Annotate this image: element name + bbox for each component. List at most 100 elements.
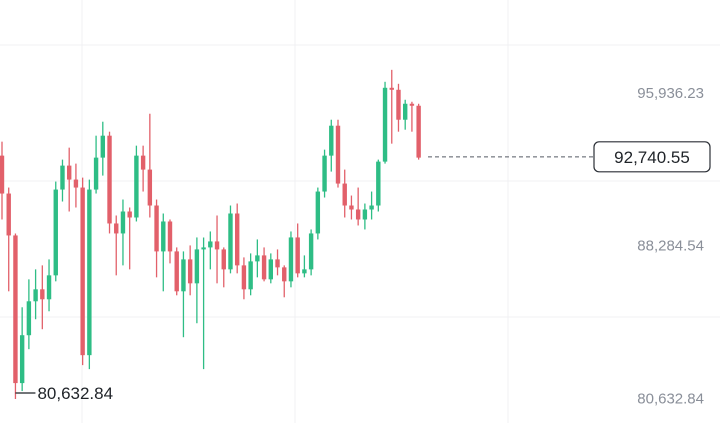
candle-body bbox=[302, 269, 307, 274]
candle-body bbox=[255, 255, 260, 262]
candle-body bbox=[288, 237, 294, 282]
candle-body bbox=[214, 241, 220, 250]
candle-body bbox=[100, 135, 105, 158]
candle bbox=[369, 191, 374, 220]
candle bbox=[73, 163, 79, 208]
candle bbox=[376, 159, 381, 212]
candle-body bbox=[261, 255, 267, 280]
candle bbox=[248, 253, 253, 296]
candle-body bbox=[248, 261, 253, 290]
candles bbox=[0, 69, 421, 400]
candle-body bbox=[355, 209, 361, 220]
candle bbox=[187, 245, 193, 296]
candle-body bbox=[282, 267, 287, 282]
current-price-marker: 92,740.55 bbox=[428, 141, 711, 173]
candle bbox=[322, 149, 327, 198]
y-axis-labels: 95,936.23 88,284.54 80,632.84 bbox=[637, 85, 704, 407]
candle bbox=[261, 247, 267, 282]
candle bbox=[355, 187, 361, 226]
period-low-marker: 80,632.84 bbox=[15, 384, 113, 403]
candle bbox=[416, 103, 421, 160]
candle-body bbox=[308, 233, 314, 270]
candle bbox=[19, 307, 25, 392]
candle-body bbox=[235, 213, 240, 266]
candle-body bbox=[201, 247, 206, 250]
candle bbox=[80, 177, 85, 366]
candle bbox=[409, 101, 415, 132]
candle bbox=[302, 255, 307, 278]
candle-body bbox=[60, 165, 65, 190]
candle-body bbox=[181, 259, 186, 292]
candle-body bbox=[342, 183, 347, 206]
candle-body bbox=[382, 87, 388, 162]
candle-body bbox=[409, 103, 415, 106]
candle bbox=[60, 159, 65, 202]
candle-body bbox=[315, 191, 321, 234]
candle bbox=[6, 187, 11, 292]
candle-body bbox=[389, 87, 394, 90]
candle bbox=[67, 147, 72, 212]
candle bbox=[295, 223, 300, 278]
candle-body bbox=[167, 221, 173, 252]
candle-body bbox=[174, 251, 179, 292]
candle bbox=[13, 233, 18, 400]
candle bbox=[342, 169, 347, 218]
candle-body bbox=[33, 289, 38, 302]
candle-body bbox=[416, 105, 421, 158]
candle-body bbox=[40, 289, 45, 300]
candle bbox=[228, 205, 233, 274]
candle bbox=[93, 135, 99, 194]
candle bbox=[268, 253, 273, 284]
candle bbox=[134, 145, 139, 222]
candle bbox=[315, 187, 321, 240]
candle-body bbox=[67, 165, 72, 180]
y-axis-label: 95,936.23 bbox=[637, 85, 704, 102]
candle bbox=[403, 99, 408, 130]
candle bbox=[181, 251, 186, 338]
candle-body bbox=[80, 187, 85, 356]
candle-body bbox=[87, 189, 92, 356]
candle-body bbox=[362, 209, 368, 220]
candle bbox=[174, 247, 179, 296]
candle bbox=[161, 213, 166, 292]
candle bbox=[329, 119, 334, 172]
candle-body bbox=[335, 125, 341, 184]
current-price-tag bbox=[593, 141, 711, 173]
candle bbox=[127, 207, 132, 270]
candle-body bbox=[154, 205, 159, 252]
candle-body bbox=[275, 259, 280, 268]
candle-body bbox=[107, 135, 112, 224]
candle-body bbox=[26, 301, 32, 336]
y-axis-label: 80,632.84 bbox=[637, 390, 704, 407]
candle bbox=[335, 119, 341, 188]
candle bbox=[107, 131, 112, 234]
candle bbox=[282, 265, 287, 298]
candle bbox=[275, 249, 280, 276]
candle bbox=[53, 181, 58, 282]
candle bbox=[194, 237, 200, 324]
candle-body bbox=[322, 155, 327, 192]
candle-body bbox=[53, 189, 58, 276]
candle-body bbox=[134, 155, 139, 218]
candle-body bbox=[396, 89, 401, 120]
candle bbox=[255, 239, 260, 278]
candle bbox=[214, 215, 220, 284]
candle-body bbox=[369, 205, 374, 210]
candle-body bbox=[46, 275, 52, 300]
candle bbox=[0, 141, 5, 220]
candle-body bbox=[228, 213, 233, 270]
candle-body bbox=[376, 161, 381, 206]
candle-body bbox=[403, 103, 408, 120]
candle bbox=[140, 145, 146, 192]
candle bbox=[120, 199, 126, 266]
candle bbox=[396, 83, 401, 132]
candle bbox=[114, 215, 119, 276]
candle-body bbox=[329, 125, 334, 156]
candle-body bbox=[295, 237, 300, 274]
period-low-label: 80,632.84 bbox=[37, 384, 113, 403]
candle-body bbox=[187, 259, 193, 284]
candle-body bbox=[120, 211, 126, 234]
candle bbox=[40, 265, 45, 330]
